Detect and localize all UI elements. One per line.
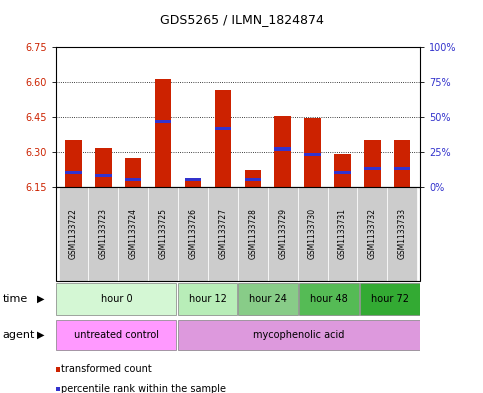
FancyBboxPatch shape <box>299 283 359 314</box>
Text: percentile rank within the sample: percentile rank within the sample <box>61 384 227 393</box>
Text: GSM1133726: GSM1133726 <box>188 208 198 259</box>
Bar <box>304 153 321 156</box>
FancyBboxPatch shape <box>56 283 176 314</box>
Bar <box>304 118 321 187</box>
Text: ▶: ▶ <box>37 330 45 340</box>
Bar <box>215 127 231 130</box>
Bar <box>394 140 411 187</box>
Bar <box>95 174 112 177</box>
Bar <box>125 158 142 187</box>
Text: GSM1133732: GSM1133732 <box>368 208 377 259</box>
Text: GSM1133725: GSM1133725 <box>158 208 168 259</box>
Bar <box>155 119 171 123</box>
Bar <box>155 79 171 187</box>
Text: hour 72: hour 72 <box>371 294 409 304</box>
Text: GSM1133730: GSM1133730 <box>308 208 317 259</box>
Text: agent: agent <box>2 330 35 340</box>
Bar <box>185 178 201 181</box>
Text: hour 48: hour 48 <box>310 294 348 304</box>
Text: GSM1133728: GSM1133728 <box>248 208 257 259</box>
Bar <box>65 140 82 187</box>
Text: transformed count: transformed count <box>61 364 152 375</box>
Text: GSM1133724: GSM1133724 <box>129 208 138 259</box>
Text: GSM1133731: GSM1133731 <box>338 208 347 259</box>
Bar <box>125 178 142 181</box>
Text: GSM1133727: GSM1133727 <box>218 208 227 259</box>
Text: GDS5265 / ILMN_1824874: GDS5265 / ILMN_1824874 <box>159 13 324 26</box>
Bar <box>334 171 351 174</box>
Bar <box>394 167 411 170</box>
Text: hour 12: hour 12 <box>188 294 227 304</box>
Bar <box>185 181 201 187</box>
Bar <box>215 90 231 187</box>
Text: GSM1133722: GSM1133722 <box>69 208 78 259</box>
FancyBboxPatch shape <box>178 283 237 314</box>
Bar <box>364 140 381 187</box>
FancyBboxPatch shape <box>178 320 420 350</box>
Bar <box>95 148 112 187</box>
Text: GSM1133729: GSM1133729 <box>278 208 287 259</box>
Text: GSM1133723: GSM1133723 <box>99 208 108 259</box>
Text: untreated control: untreated control <box>74 330 159 340</box>
FancyBboxPatch shape <box>56 320 176 350</box>
Text: hour 0: hour 0 <box>100 294 132 304</box>
Bar <box>244 171 261 187</box>
Text: ▶: ▶ <box>37 294 45 304</box>
Bar <box>65 171 82 174</box>
Text: mycophenolic acid: mycophenolic acid <box>253 330 344 340</box>
Bar <box>274 116 291 187</box>
Bar <box>364 167 381 170</box>
Text: hour 24: hour 24 <box>249 294 287 304</box>
FancyBboxPatch shape <box>360 283 420 314</box>
FancyBboxPatch shape <box>239 283 298 314</box>
Text: time: time <box>2 294 28 304</box>
Bar <box>274 147 291 151</box>
Bar <box>334 154 351 187</box>
Bar <box>244 178 261 181</box>
Text: GSM1133733: GSM1133733 <box>398 208 407 259</box>
